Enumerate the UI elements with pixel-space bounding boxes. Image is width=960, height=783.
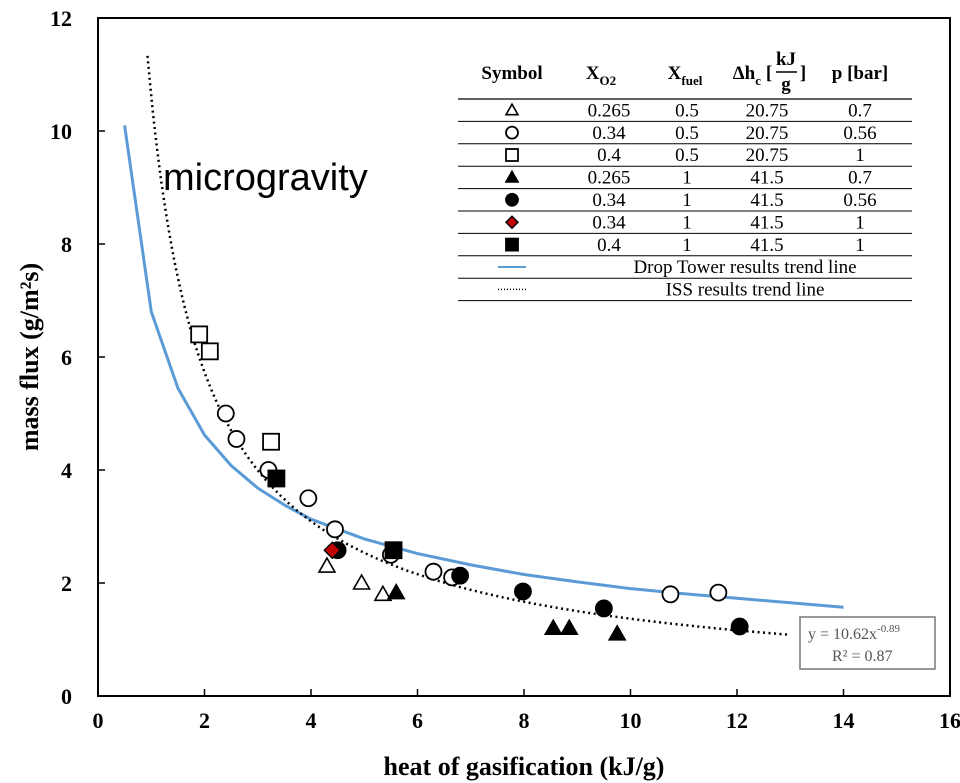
legend-header-unit-num: kJ [776, 49, 796, 70]
legend-cell-xfuel: 0.5 [675, 145, 699, 166]
circle-open-marker [227, 430, 246, 448]
square-open-marker [505, 148, 519, 162]
circle-open-marker [326, 520, 344, 539]
legend-cell-dh: 41.5 [750, 190, 783, 211]
legend-cell-dh: 20.75 [746, 145, 789, 166]
y-tick-label: 12 [50, 6, 72, 31]
triangle-filled-marker [386, 582, 406, 600]
x-tick-label: 16 [939, 708, 960, 733]
circle-filled-marker [514, 582, 532, 601]
diamond-red-marker [323, 541, 342, 560]
triangle-open-marker [317, 556, 337, 573]
legend-cell-pressure: 0.7 [848, 100, 872, 121]
legend-header-bracket-open: [ [766, 63, 772, 84]
legend-cell-xfuel: 1 [682, 235, 692, 256]
y-tick-label: 6 [61, 345, 72, 370]
circle-filled-marker [730, 617, 749, 636]
y-tick-label: 10 [50, 119, 72, 144]
legend-cell-xo2: 0.34 [592, 212, 626, 233]
y-axis-label: mass flux (g/m²s) [15, 263, 44, 451]
x-tick-label: 12 [726, 708, 748, 733]
legend-cell-xo2: 0.4 [597, 235, 621, 256]
legend-line-label: Drop Tower results trend line [633, 257, 856, 278]
legend-cell-pressure: 0.7 [848, 168, 872, 189]
x-tick-label: 4 [306, 708, 317, 733]
circle-open-marker [216, 404, 235, 423]
legend-header-symbol: Symbol [481, 63, 542, 84]
equation-frame [799, 616, 936, 670]
square-filled-marker [505, 237, 519, 252]
circle-open-marker [505, 125, 519, 140]
square-open-marker [200, 342, 219, 361]
square-filled-marker [384, 541, 403, 560]
legend-header-unit-den: g [781, 74, 791, 95]
triangle-open-marker [504, 102, 520, 116]
triangle-filled-marker [504, 169, 520, 183]
legend-cell-xo2: 0.265 [588, 168, 631, 189]
legend-cell-xo2: 0.34 [592, 190, 626, 211]
equation-base: y = 10.62x [808, 626, 877, 643]
legend-header-pressure: p [bar] [832, 63, 888, 84]
circle-filled-marker [451, 566, 470, 585]
triangle-open-marker [373, 584, 393, 602]
legend-cell-dh: 41.5 [750, 235, 783, 256]
x-tick-label: 14 [833, 708, 855, 733]
legend-cell-pressure: 0.56 [843, 190, 876, 211]
legend-header-bracket-close: ] [800, 63, 806, 84]
circle-filled-marker [505, 192, 519, 207]
legend-cell-xfuel: 0.5 [675, 123, 699, 144]
square-open-marker [262, 432, 280, 451]
circle-open-marker [661, 585, 680, 604]
legend-cell-xo2: 0.4 [597, 145, 621, 166]
legend-cell-xfuel: 1 [682, 190, 692, 211]
x-axis-label: heat of gasification (kJ/g) [384, 752, 665, 781]
y-tick-label: 8 [61, 232, 72, 257]
x-tick-label: 8 [519, 708, 530, 733]
square-open-marker [190, 325, 209, 344]
trend-equation-box: y = 10.62x-0.89 R² = 0.87 [799, 616, 936, 670]
legend-cell-xo2: 0.265 [588, 100, 631, 121]
legend-cell-xo2: 0.34 [592, 123, 626, 144]
legend-cell-xfuel: 1 [682, 212, 692, 233]
legend-cell-dh: 41.5 [750, 212, 783, 233]
y-tick-label: 2 [61, 571, 72, 596]
legend-cell-dh: 20.75 [746, 123, 789, 144]
legend-cell-dh: 41.5 [750, 168, 783, 189]
square-filled-marker [267, 469, 286, 488]
triangle-filled-marker [559, 618, 579, 636]
x-tick-label: 2 [199, 708, 210, 733]
legend-cell-pressure: 1 [855, 212, 865, 233]
triangle-filled-marker [607, 624, 627, 641]
triangle-filled-marker [543, 618, 563, 636]
x-tick-label: 10 [620, 708, 642, 733]
microgravity-annotation: microgravity [163, 157, 368, 199]
r-squared-text: R² = 0.87 [832, 648, 893, 665]
triangle-open-marker [352, 573, 371, 590]
diamond-red-marker [505, 215, 519, 230]
legend-line-label: ISS results trend line [666, 280, 825, 301]
legend-cell-pressure: 1 [855, 235, 865, 256]
legend-cell-dh: 20.75 [746, 100, 789, 121]
circle-open-marker [299, 489, 318, 508]
x-tick-label: 6 [412, 708, 423, 733]
legend-cell-pressure: 0.56 [843, 123, 876, 144]
legend-header-dh: Δhc [733, 63, 761, 88]
x-tick-label: 0 [93, 708, 104, 733]
legend-header-xfuel: Xfuel [668, 63, 703, 88]
legend-cell-xfuel: 0.5 [675, 100, 699, 121]
y-tick-label: 4 [61, 458, 72, 483]
legend-cell-xfuel: 1 [682, 168, 692, 189]
equation-exponent: -0.89 [877, 623, 900, 635]
legend-header-xo2: XO2 [586, 63, 616, 88]
iss-trend-line [146, 55, 790, 636]
legend-cell-pressure: 1 [855, 145, 865, 166]
y-tick-label: 0 [61, 684, 72, 709]
legend-table: Symbol XO2 Xfuel Δhc [kJ g] p [bar] 0.265 0.5 20.… [458, 49, 912, 302]
equation-text: y = 10.62x-0.89 [808, 623, 900, 643]
circle-open-marker [424, 562, 443, 581]
circle-filled-marker [594, 599, 613, 618]
circle-open-marker [709, 583, 728, 602]
